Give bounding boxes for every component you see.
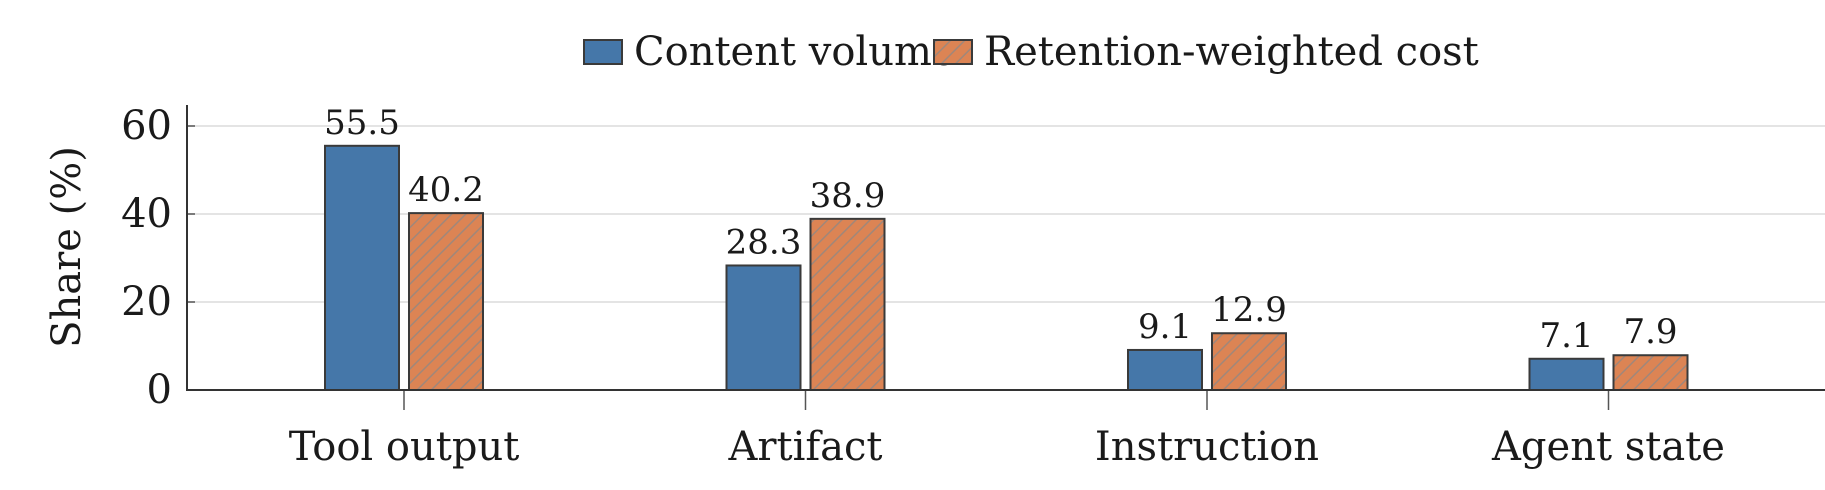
bar-value-label: 55.5 bbox=[324, 103, 400, 143]
y-tick-label: 40 bbox=[121, 191, 172, 237]
bar-content-volume-3 bbox=[1528, 357, 1605, 392]
x-axis-categories: Tool output Artifact Instruction Agent stat… bbox=[289, 390, 1725, 470]
bar-retention-weighted-cost-1 bbox=[809, 217, 886, 391]
y-axis-title: Share (%) bbox=[44, 146, 90, 348]
bar-value-label: 9.1 bbox=[1138, 307, 1192, 347]
x-category-label: Tool output bbox=[289, 424, 520, 470]
legend: Content volume Retention-weighted cost bbox=[583, 29, 1479, 75]
bar-value-label: 40.2 bbox=[408, 170, 484, 210]
y-tick-label: 0 bbox=[147, 367, 172, 413]
bar-content-volume-2 bbox=[1127, 348, 1203, 391]
bar-value-label: 7.1 bbox=[1539, 316, 1593, 356]
y-tick-label: 20 bbox=[121, 279, 172, 325]
bar-retention-weighted-cost-2 bbox=[1211, 332, 1287, 391]
legend-swatch-content-volume bbox=[583, 39, 623, 65]
bar-content-volume-0 bbox=[324, 144, 400, 391]
bar-content-volume-1 bbox=[725, 264, 802, 392]
legend-label-retention-weighted-cost: Retention-weighted cost bbox=[984, 29, 1479, 75]
y-axis-ticks: 0 20 40 60 bbox=[121, 103, 195, 413]
y-tick-label: 60 bbox=[121, 103, 172, 149]
bar-value-label: 38.9 bbox=[810, 176, 886, 216]
bar-value-label: 12.9 bbox=[1211, 290, 1287, 330]
value-labels: 55.540.2 28.338.9 9.1 12.9 7.1 7.9 bbox=[324, 103, 1677, 356]
x-category-label: Agent state bbox=[1491, 424, 1725, 470]
bar-value-label: 7.9 bbox=[1623, 312, 1677, 352]
x-category-label: Instruction bbox=[1095, 424, 1319, 470]
bar-value-label: 28.3 bbox=[726, 222, 802, 262]
bar-retention-weighted-cost-3 bbox=[1612, 354, 1689, 391]
bar-retention-weighted-cost-0 bbox=[408, 212, 484, 391]
legend-label-content-volume: Content volume bbox=[634, 29, 956, 75]
legend-swatch-retention-weighted-cost bbox=[933, 39, 973, 65]
bars bbox=[324, 144, 1689, 392]
x-category-label: Artifact bbox=[727, 424, 882, 470]
